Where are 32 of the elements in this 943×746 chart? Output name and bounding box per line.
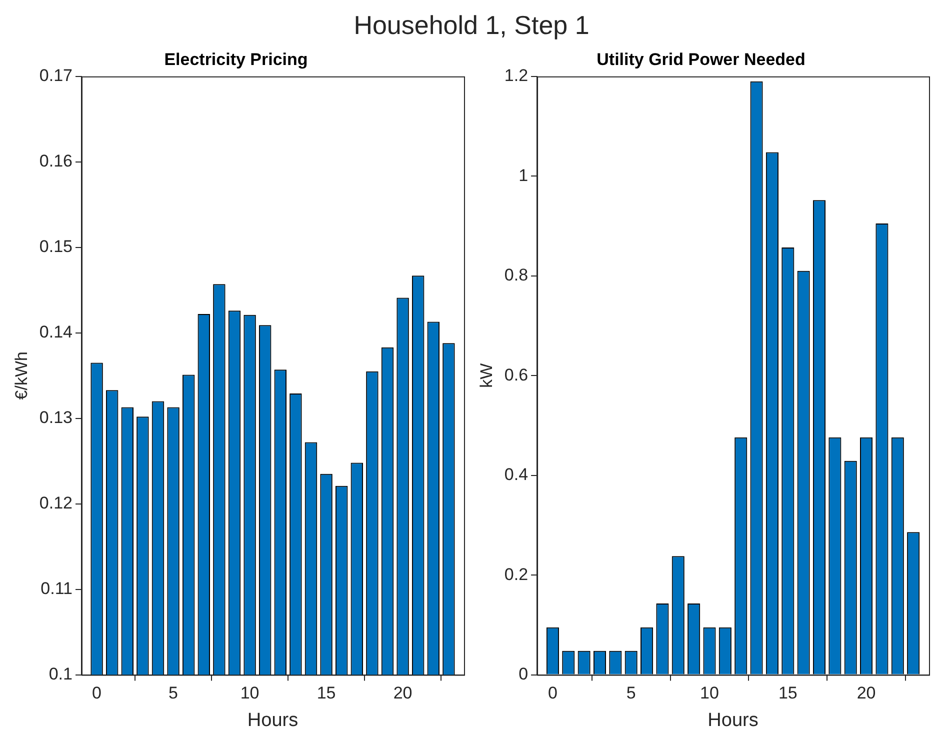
y-axis-title: €/kWh — [12, 352, 31, 400]
x-tick-label: 15 — [778, 684, 798, 703]
y-tick-label: 0.17 — [39, 66, 72, 86]
chart-title: Utility Grid Power Needed — [596, 50, 806, 69]
y-tick-label: 0.2 — [504, 564, 528, 584]
x-tick-label: 5 — [168, 684, 178, 703]
y-tick-label: 1.2 — [504, 66, 528, 86]
y-tick-label: 0.15 — [39, 237, 72, 256]
x-tick-label: 20 — [393, 684, 412, 703]
y-tick-label: 1 — [518, 166, 528, 185]
x-tick-label: 0 — [548, 684, 558, 703]
x-tick-label: 0 — [92, 684, 102, 703]
y-axis-title: kW — [476, 363, 496, 388]
x-axis-title: Hours — [708, 710, 758, 731]
chart-title: Electricity Pricing — [164, 50, 308, 69]
y-tick-label: 0.11 — [40, 579, 72, 598]
y-tick-label: 0.12 — [39, 494, 72, 513]
x-tick-label: 10 — [240, 684, 260, 703]
y-tick-label: 0.8 — [504, 266, 528, 285]
x-tick-label: 10 — [700, 684, 719, 703]
y-tick-label: 0.1 — [48, 664, 72, 684]
y-tick-label: 0.13 — [39, 408, 72, 428]
x-axis-title: Hours — [247, 710, 298, 731]
x-tick-label: 20 — [856, 684, 876, 703]
y-tick-label: 0.6 — [504, 365, 528, 384]
y-tick-label: 0.16 — [39, 152, 72, 171]
text: Household 1, Step 1 — [352, 9, 590, 42]
y-tick-label: 0.14 — [39, 322, 72, 342]
y-tick-label: 0 — [518, 664, 528, 684]
x-tick-label: 15 — [316, 684, 336, 703]
x-tick-label: 5 — [626, 684, 636, 703]
y-tick-label: 0.4 — [504, 465, 528, 484]
